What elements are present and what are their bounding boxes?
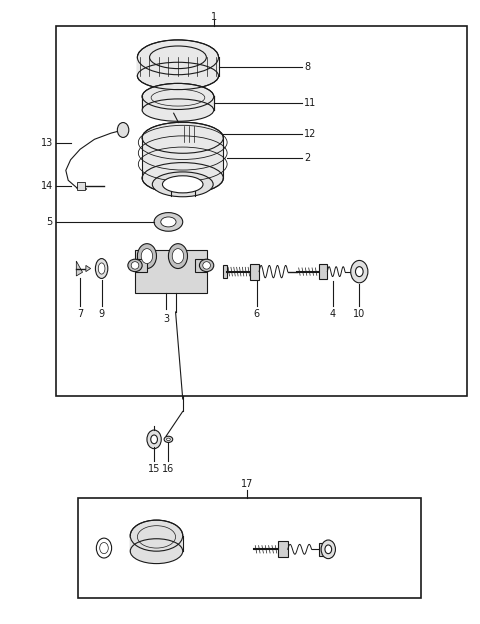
Bar — [135, 250, 206, 293]
Bar — [135, 259, 147, 271]
Ellipse shape — [152, 172, 213, 197]
Circle shape — [117, 122, 129, 137]
Polygon shape — [223, 265, 227, 278]
Text: 3: 3 — [163, 314, 169, 324]
Bar — [250, 263, 259, 280]
Polygon shape — [86, 265, 91, 271]
Ellipse shape — [128, 259, 142, 271]
Text: 8: 8 — [304, 62, 311, 72]
Ellipse shape — [141, 248, 153, 263]
Ellipse shape — [137, 40, 218, 75]
Circle shape — [325, 545, 332, 553]
Ellipse shape — [98, 263, 105, 274]
Text: 7: 7 — [77, 309, 83, 319]
Text: 4: 4 — [330, 309, 336, 319]
Bar — [278, 541, 288, 557]
Text: 10: 10 — [353, 309, 365, 319]
Bar — [319, 543, 324, 555]
Ellipse shape — [137, 243, 156, 268]
Bar — [137, 57, 218, 76]
Bar — [56, 26, 467, 396]
Text: 13: 13 — [41, 138, 53, 148]
Text: 16: 16 — [162, 464, 175, 474]
Circle shape — [151, 435, 157, 444]
Circle shape — [100, 542, 108, 553]
Ellipse shape — [161, 217, 176, 227]
Bar — [319, 264, 327, 279]
Ellipse shape — [167, 438, 170, 441]
Circle shape — [321, 540, 336, 558]
Bar — [130, 535, 183, 551]
Ellipse shape — [137, 62, 218, 90]
Ellipse shape — [203, 261, 210, 269]
Text: 15: 15 — [148, 464, 160, 474]
Ellipse shape — [142, 122, 223, 154]
Polygon shape — [76, 261, 83, 276]
Ellipse shape — [154, 213, 183, 232]
Text: 9: 9 — [98, 309, 105, 319]
Text: 6: 6 — [253, 309, 260, 319]
Text: 17: 17 — [241, 479, 253, 489]
Ellipse shape — [168, 243, 188, 268]
Bar — [176, 122, 199, 146]
Text: 14: 14 — [41, 181, 53, 191]
Text: 12: 12 — [304, 129, 317, 139]
Ellipse shape — [142, 99, 214, 121]
Text: 5: 5 — [47, 217, 53, 227]
Ellipse shape — [162, 176, 203, 193]
Circle shape — [147, 430, 161, 449]
Bar — [77, 182, 85, 190]
Ellipse shape — [142, 163, 223, 193]
Ellipse shape — [131, 261, 139, 269]
Ellipse shape — [164, 436, 173, 442]
Ellipse shape — [199, 259, 214, 271]
Ellipse shape — [142, 84, 214, 109]
Bar — [352, 265, 356, 278]
Bar — [142, 138, 223, 178]
Bar — [142, 97, 214, 110]
Ellipse shape — [96, 258, 108, 278]
Ellipse shape — [130, 539, 183, 563]
Circle shape — [351, 260, 368, 283]
Circle shape — [356, 266, 363, 276]
Bar — [195, 259, 206, 271]
Text: 2: 2 — [304, 153, 311, 163]
Bar — [78, 499, 421, 598]
Text: 1: 1 — [211, 12, 217, 22]
Text: 11: 11 — [304, 97, 317, 108]
Ellipse shape — [172, 248, 184, 263]
Ellipse shape — [130, 520, 183, 551]
